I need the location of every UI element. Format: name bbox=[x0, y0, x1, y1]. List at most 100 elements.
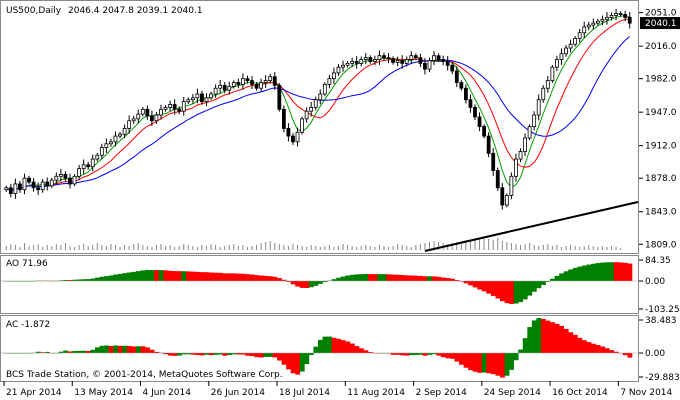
histogram-bar bbox=[559, 273, 565, 281]
candle-body bbox=[213, 87, 218, 95]
candle-body bbox=[241, 78, 245, 85]
histogram-bar bbox=[354, 274, 360, 281]
histogram-bar bbox=[95, 347, 100, 353]
symbol-title: US500,Daily bbox=[6, 6, 62, 16]
histogram-bar bbox=[104, 345, 109, 353]
histogram-bar bbox=[577, 337, 583, 353]
ao-panel-frame bbox=[0, 255, 639, 314]
candle-body bbox=[514, 158, 518, 177]
histogram-bar bbox=[163, 353, 169, 355]
histogram-bar bbox=[126, 345, 132, 353]
histogram-bar bbox=[272, 353, 278, 358]
osc-tick-label: 0.00 bbox=[645, 277, 665, 287]
histogram-bar bbox=[345, 341, 351, 353]
candle-body bbox=[427, 60, 432, 70]
histogram-bar bbox=[490, 281, 496, 296]
candle-body bbox=[154, 114, 159, 122]
candle-body bbox=[300, 118, 304, 133]
histogram-bar bbox=[154, 351, 160, 353]
candle-body bbox=[564, 47, 568, 55]
histogram-bar bbox=[572, 267, 578, 281]
histogram-bar bbox=[395, 353, 401, 355]
price-tick-label: 2016.0 bbox=[645, 42, 677, 52]
candle-body bbox=[418, 57, 423, 64]
histogram-bar bbox=[258, 353, 264, 358]
candle-body bbox=[605, 17, 609, 20]
histogram-bar bbox=[290, 281, 296, 285]
histogram-bar bbox=[604, 262, 610, 281]
histogram-bar bbox=[577, 266, 583, 281]
histogram-bar bbox=[99, 345, 105, 353]
candle-body bbox=[58, 173, 63, 177]
histogram-bar bbox=[172, 353, 178, 356]
histogram-bar bbox=[295, 281, 301, 287]
candle-body bbox=[495, 170, 500, 189]
price-tick-label: 1912.0 bbox=[645, 142, 677, 152]
histogram-bar bbox=[481, 353, 487, 373]
candle-body bbox=[382, 55, 386, 59]
histogram-bar bbox=[249, 274, 255, 281]
candle-body bbox=[186, 99, 191, 103]
histogram-bar bbox=[495, 281, 501, 299]
candle-body bbox=[454, 70, 459, 83]
histogram-bar bbox=[245, 353, 251, 356]
candle-body bbox=[482, 126, 487, 137]
candle-body bbox=[463, 87, 468, 101]
candle-body bbox=[627, 17, 632, 24]
histogram-bar bbox=[199, 353, 205, 356]
candle-body bbox=[436, 55, 441, 60]
price-panel[interactable] bbox=[4, 8, 639, 252]
histogram-bar bbox=[58, 351, 64, 353]
histogram-bar bbox=[44, 351, 50, 353]
histogram-bar bbox=[76, 350, 82, 353]
candle-body bbox=[227, 85, 232, 91]
histogram-bar bbox=[231, 353, 237, 355]
candle-body bbox=[122, 128, 127, 135]
histogram-bar bbox=[600, 346, 605, 353]
candle-body bbox=[40, 181, 45, 191]
candle-body bbox=[372, 59, 377, 62]
candle-body bbox=[181, 101, 186, 112]
histogram-bar bbox=[81, 279, 87, 281]
footer-copyright: BCS Trade Station, © 2001-2014, MetaQuot… bbox=[6, 370, 283, 380]
candle-body bbox=[445, 61, 450, 66]
candle-body bbox=[609, 15, 614, 18]
candle-body bbox=[536, 99, 541, 116]
histogram-bar bbox=[540, 318, 546, 353]
candle-body bbox=[600, 18, 605, 22]
candle-body bbox=[81, 164, 86, 170]
histogram-bar bbox=[186, 271, 191, 281]
candle-body bbox=[163, 106, 168, 110]
price-tick-label: 1843.0 bbox=[645, 208, 677, 218]
histogram-bar bbox=[518, 281, 524, 303]
candle-body bbox=[618, 13, 623, 15]
candle-body bbox=[545, 80, 550, 89]
histogram-bar bbox=[108, 275, 114, 281]
histogram-bar bbox=[336, 338, 342, 353]
price-panel-frame bbox=[0, 0, 639, 254]
candle-body bbox=[31, 181, 36, 189]
histogram-bar bbox=[399, 353, 405, 356]
date-tick-label: 24 Sep 2014 bbox=[484, 388, 541, 398]
histogram-bar bbox=[368, 274, 373, 281]
price-axis: 2051.0 2016.0 1982.0 1947.0 1912.0 1878.0 1843… bbox=[639, 9, 680, 250]
price-tick-label: 1947.0 bbox=[645, 108, 677, 118]
candle-body bbox=[231, 82, 236, 87]
candle-body bbox=[95, 154, 100, 160]
candle-body bbox=[354, 61, 359, 64]
histogram-bar bbox=[545, 320, 551, 353]
ao-panel[interactable]: 84.35 0.00 -103.25 bbox=[1, 256, 680, 315]
candle-body bbox=[527, 126, 532, 139]
histogram-bar bbox=[208, 353, 214, 356]
candle-body bbox=[99, 147, 104, 156]
histogram-bar bbox=[254, 353, 260, 358]
histogram-bar bbox=[613, 262, 619, 281]
candle-body bbox=[268, 76, 273, 81]
candle-body bbox=[377, 55, 382, 60]
histogram-bar bbox=[463, 281, 469, 284]
ac-panel[interactable]: 38.483 0.00 -29.883 bbox=[1, 316, 680, 383]
histogram-bar bbox=[308, 281, 314, 288]
candle-body bbox=[277, 84, 282, 110]
candle-body bbox=[250, 80, 254, 85]
